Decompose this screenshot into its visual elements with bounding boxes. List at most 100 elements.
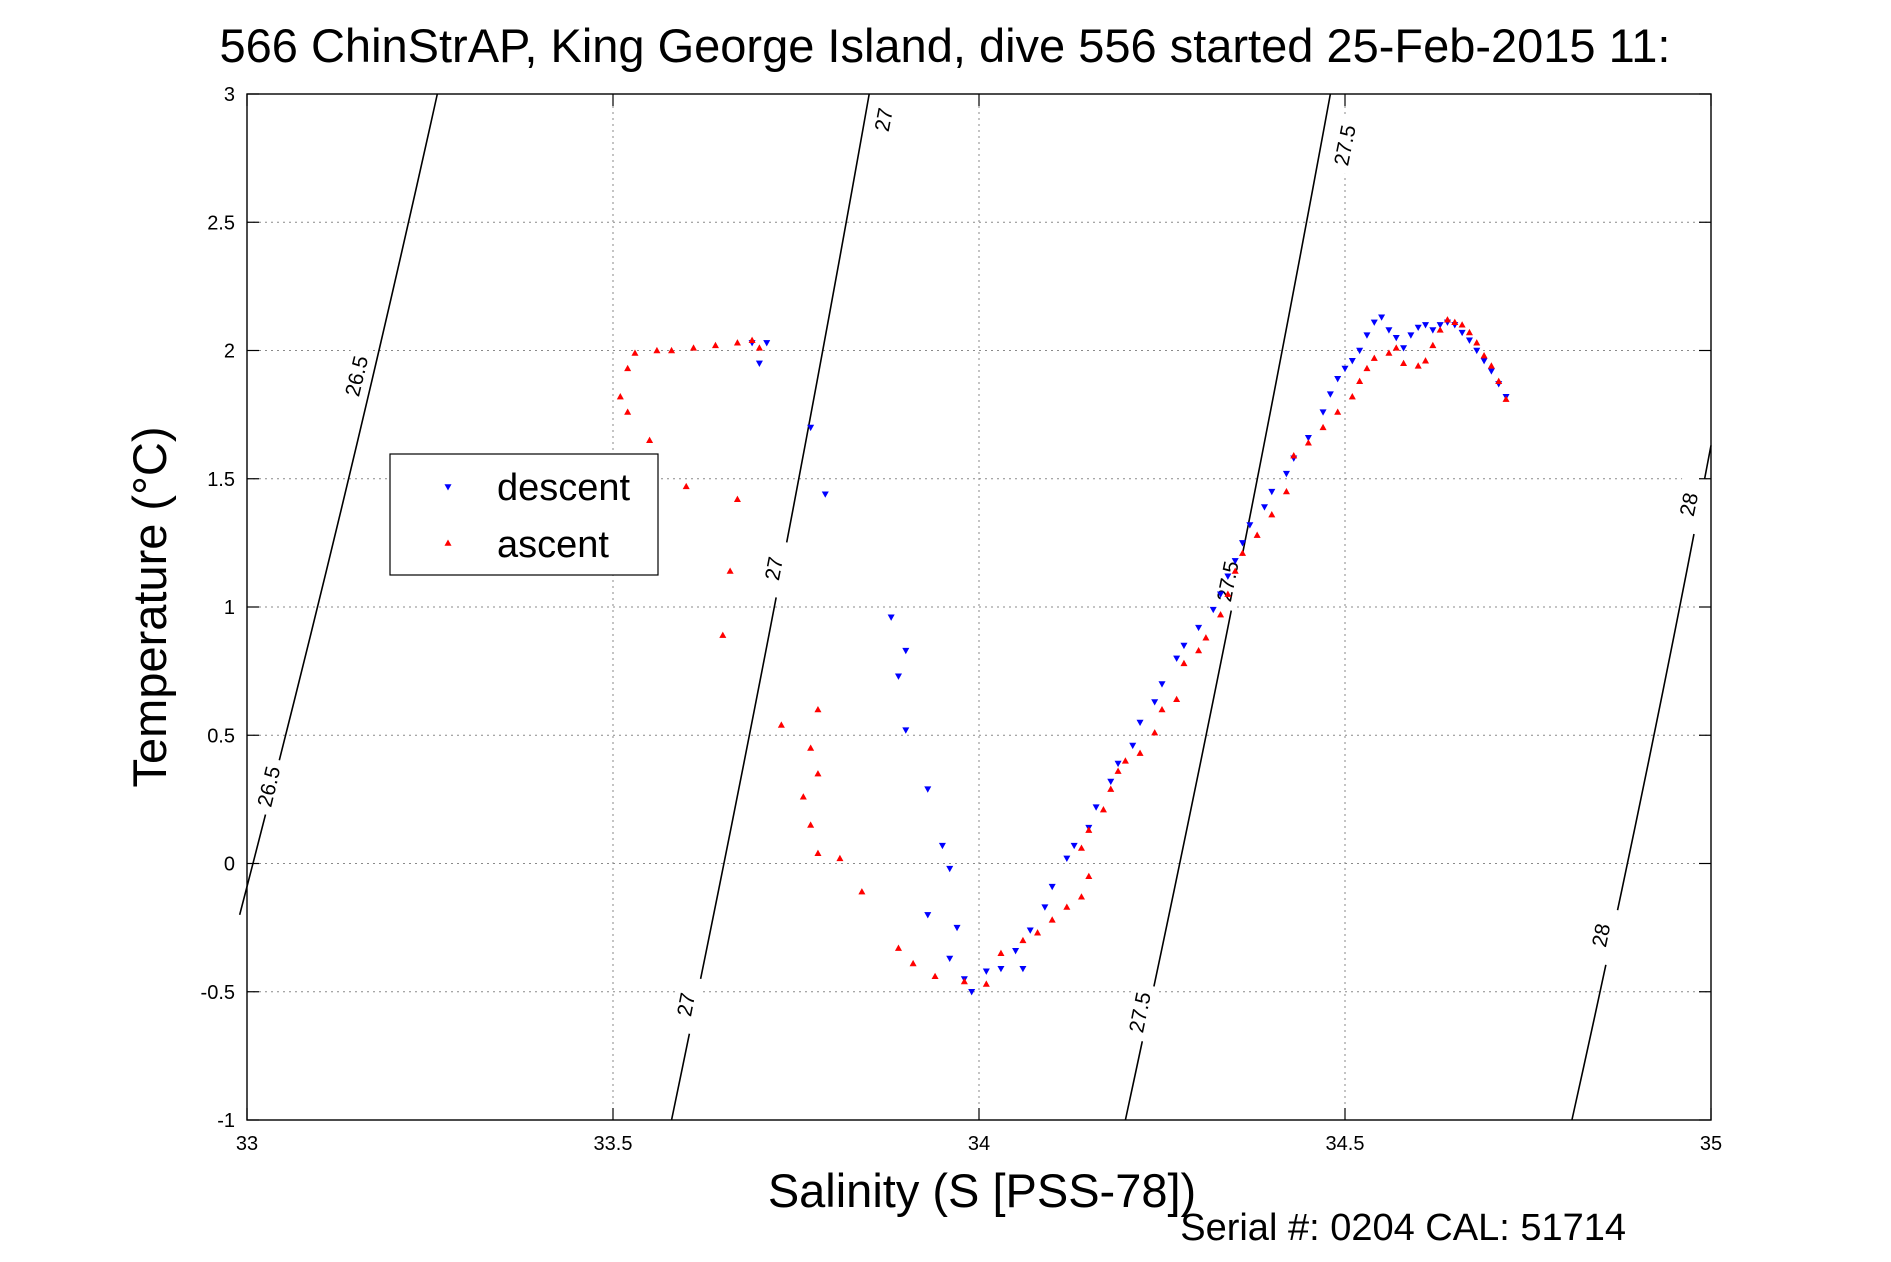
x-tick-label: 35: [1700, 1133, 1722, 1155]
ascent-point: [1231, 567, 1239, 574]
descent-point: [755, 360, 763, 367]
data-points: [616, 314, 1510, 996]
descent-point: [1400, 345, 1408, 352]
descent-point: [887, 614, 895, 621]
contour-label: 27: [673, 991, 700, 1018]
contour-label: 28: [1676, 491, 1703, 519]
descent-point: [1092, 804, 1100, 811]
descent-point: [1282, 470, 1290, 478]
ascent-point: [1085, 826, 1093, 833]
contour-label: 28: [1588, 922, 1615, 950]
descent-point: [924, 786, 932, 793]
descent-point: [1158, 681, 1166, 688]
descent-point: [1048, 883, 1056, 891]
descent-point: [1392, 334, 1400, 342]
descent-point: [821, 491, 829, 498]
descent-point: [1407, 332, 1415, 339]
descent-point: [1129, 742, 1137, 750]
y-tick-label: 1: [224, 597, 235, 619]
contour-label: 27.5: [1330, 123, 1361, 168]
ascent-point: [997, 949, 1005, 956]
ascent-point: [1458, 321, 1466, 328]
contour-label-bg: [1583, 905, 1619, 966]
legend: descent ascent: [389, 453, 659, 576]
descent-point: [1136, 719, 1144, 727]
y-tick-label: 2: [224, 341, 235, 363]
ascent-point: [1268, 511, 1276, 518]
ascent-point: [1436, 326, 1444, 333]
descent-point: [902, 727, 910, 734]
contour-label-bg: [866, 89, 901, 150]
ascent-point: [982, 980, 990, 987]
ascent-point: [690, 344, 698, 351]
x-tick-label: 33: [236, 1133, 258, 1155]
ascent-point: [733, 495, 741, 502]
legend-box: [389, 453, 659, 576]
ascent-point: [1239, 549, 1247, 556]
legend-ascent-marker: [444, 539, 452, 546]
descent-point: [1480, 358, 1488, 365]
descent-point: [1041, 904, 1049, 911]
ascent-point: [814, 770, 822, 777]
descent-point: [982, 968, 990, 975]
ascent-point: [1077, 844, 1085, 851]
descent-point: [1473, 347, 1481, 355]
descent-point: [1370, 319, 1378, 326]
descent-point: [1378, 314, 1386, 321]
descent-point: [946, 865, 954, 873]
x-axis-label: Salinity (S [PSS-78]): [768, 1164, 1196, 1217]
legend-ascent-label: ascent: [497, 524, 609, 566]
ascent-point: [653, 346, 661, 354]
ascent-point: [807, 821, 815, 828]
descent-point: [807, 424, 815, 432]
ascent-point: [1334, 408, 1342, 415]
y-tick-label: 2.5: [207, 212, 235, 234]
descent-point: [924, 912, 932, 919]
ascent-point: [1385, 349, 1393, 356]
descent-point: [1465, 337, 1473, 344]
descent-point: [1026, 927, 1034, 934]
ascent-point: [719, 631, 727, 638]
ascent-point: [1422, 357, 1430, 364]
descent-point: [763, 340, 771, 347]
ascent-point: [1480, 352, 1488, 359]
descent-point: [1246, 522, 1254, 529]
y-axis-label: Temperature (°C): [123, 427, 176, 788]
chart-title: 566 ChinStrAP, King George Island, dive …: [220, 19, 1671, 72]
ascent-point: [1253, 531, 1261, 538]
ascent-point: [1063, 903, 1071, 910]
ascent-point: [1473, 339, 1481, 346]
ascent-point: [836, 854, 844, 862]
descent-point: [1231, 558, 1239, 565]
contour-label-bg: [669, 974, 704, 1035]
contour-label: 27: [761, 555, 788, 582]
ascent-point: [799, 793, 807, 800]
ascent-point: [631, 349, 639, 356]
ascent-point: [1370, 354, 1378, 361]
ascent-point: [807, 744, 815, 751]
ascent-point: [814, 705, 822, 713]
descent-point: [1114, 760, 1122, 768]
ascent-point: [960, 977, 968, 985]
descent-point: [1422, 322, 1430, 329]
ascent-point: [1348, 393, 1356, 400]
ascent-point: [1048, 916, 1056, 923]
descent-point: [1268, 488, 1276, 496]
descent-point: [1429, 327, 1437, 334]
ascent-point: [931, 972, 939, 980]
descent-point: [1436, 322, 1444, 329]
ascent-point: [1034, 929, 1042, 936]
ascent-point: [909, 959, 917, 967]
ascent-point: [616, 393, 624, 400]
ascent-point: [624, 408, 632, 415]
descent-point: [1107, 778, 1115, 786]
axis-ticks: 33 33.5 34 34.5 35 -1 -0.5 0 0.5 1 1.5 2 2.5 3: [201, 84, 1723, 1155]
ascent-point: [1392, 344, 1400, 351]
y-tick-label: 1.5: [207, 469, 235, 491]
serial-calibration-note: Serial #: 0204 CAL: 51714: [1180, 1207, 1626, 1249]
descent-point: [1209, 606, 1217, 614]
ascent-point: [1319, 423, 1327, 431]
y-tick-label: 0.5: [207, 725, 235, 747]
